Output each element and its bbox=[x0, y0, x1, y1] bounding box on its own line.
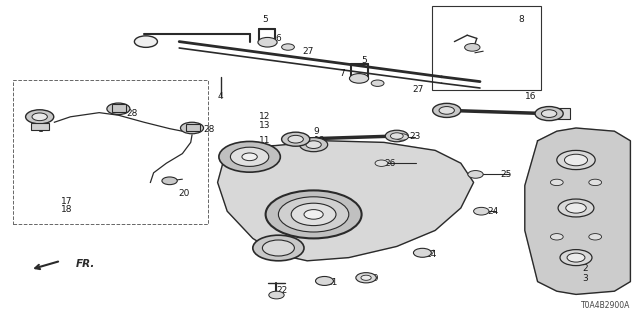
Circle shape bbox=[262, 240, 294, 256]
Circle shape bbox=[282, 132, 310, 146]
Text: 25: 25 bbox=[500, 170, 512, 179]
Circle shape bbox=[396, 134, 408, 140]
Circle shape bbox=[535, 107, 563, 121]
Circle shape bbox=[316, 276, 333, 285]
Circle shape bbox=[278, 197, 349, 232]
Text: 8: 8 bbox=[518, 15, 524, 24]
Circle shape bbox=[558, 199, 594, 217]
Circle shape bbox=[541, 110, 557, 117]
Text: 14: 14 bbox=[426, 250, 437, 259]
Text: 27: 27 bbox=[302, 47, 314, 56]
Text: 28: 28 bbox=[127, 109, 138, 118]
Text: 23: 23 bbox=[410, 132, 421, 140]
Text: 6: 6 bbox=[275, 34, 281, 43]
Circle shape bbox=[26, 110, 54, 124]
Text: 5: 5 bbox=[362, 56, 367, 65]
Circle shape bbox=[349, 74, 369, 83]
Text: 12: 12 bbox=[259, 112, 271, 121]
Text: 4: 4 bbox=[218, 92, 223, 100]
Bar bbox=[186, 124, 200, 131]
Text: 21: 21 bbox=[326, 278, 338, 287]
Text: 20: 20 bbox=[178, 189, 189, 198]
Circle shape bbox=[32, 113, 47, 121]
Text: 26: 26 bbox=[384, 159, 396, 168]
Text: 27: 27 bbox=[413, 85, 424, 94]
Text: T0A4B2900A: T0A4B2900A bbox=[581, 301, 630, 310]
Circle shape bbox=[439, 107, 454, 114]
Circle shape bbox=[557, 150, 595, 170]
Circle shape bbox=[230, 147, 269, 166]
Circle shape bbox=[242, 153, 257, 161]
Text: 1: 1 bbox=[38, 125, 44, 134]
Polygon shape bbox=[525, 128, 630, 294]
Circle shape bbox=[258, 37, 277, 47]
Circle shape bbox=[390, 133, 403, 139]
Text: 5: 5 bbox=[262, 15, 268, 24]
Circle shape bbox=[288, 135, 303, 143]
Bar bbox=[112, 104, 126, 112]
Circle shape bbox=[253, 235, 304, 261]
Circle shape bbox=[371, 80, 384, 86]
Circle shape bbox=[468, 171, 483, 178]
Text: 17: 17 bbox=[61, 197, 72, 206]
Bar bbox=[13, 80, 208, 224]
Circle shape bbox=[291, 203, 336, 226]
Text: 19: 19 bbox=[368, 274, 380, 283]
Circle shape bbox=[413, 248, 431, 257]
Text: 24: 24 bbox=[488, 207, 499, 216]
Text: 9: 9 bbox=[314, 127, 319, 136]
Text: 7: 7 bbox=[339, 69, 345, 78]
Polygon shape bbox=[218, 141, 474, 261]
Bar bbox=[31, 123, 49, 130]
Circle shape bbox=[219, 141, 280, 172]
Circle shape bbox=[266, 190, 362, 238]
Text: 22: 22 bbox=[276, 286, 288, 295]
Circle shape bbox=[550, 179, 563, 186]
Circle shape bbox=[560, 250, 592, 266]
Circle shape bbox=[589, 179, 602, 186]
Circle shape bbox=[474, 207, 489, 215]
Circle shape bbox=[566, 203, 586, 213]
Text: 10: 10 bbox=[314, 136, 325, 145]
Circle shape bbox=[465, 44, 480, 51]
Circle shape bbox=[564, 154, 588, 166]
Circle shape bbox=[550, 234, 563, 240]
Text: 16: 16 bbox=[525, 92, 536, 100]
Circle shape bbox=[433, 103, 461, 117]
Circle shape bbox=[269, 291, 284, 299]
Circle shape bbox=[180, 122, 204, 134]
Text: 18: 18 bbox=[61, 205, 72, 214]
Bar bbox=[432, 6, 541, 90]
Text: FR.: FR. bbox=[76, 259, 95, 269]
Circle shape bbox=[306, 141, 321, 148]
Circle shape bbox=[107, 103, 130, 115]
Circle shape bbox=[589, 234, 602, 240]
Circle shape bbox=[356, 273, 376, 283]
Circle shape bbox=[134, 36, 157, 47]
Circle shape bbox=[304, 210, 323, 219]
Circle shape bbox=[361, 275, 371, 280]
Text: 13: 13 bbox=[259, 121, 271, 130]
Circle shape bbox=[567, 253, 585, 262]
Text: 11: 11 bbox=[259, 136, 271, 145]
Circle shape bbox=[162, 177, 177, 185]
Circle shape bbox=[375, 160, 388, 166]
Circle shape bbox=[282, 44, 294, 50]
Bar bbox=[550, 108, 570, 119]
Text: 3: 3 bbox=[582, 274, 588, 283]
Text: 28: 28 bbox=[204, 125, 215, 134]
Circle shape bbox=[300, 138, 328, 152]
Circle shape bbox=[385, 130, 408, 142]
Text: 2: 2 bbox=[582, 264, 588, 273]
